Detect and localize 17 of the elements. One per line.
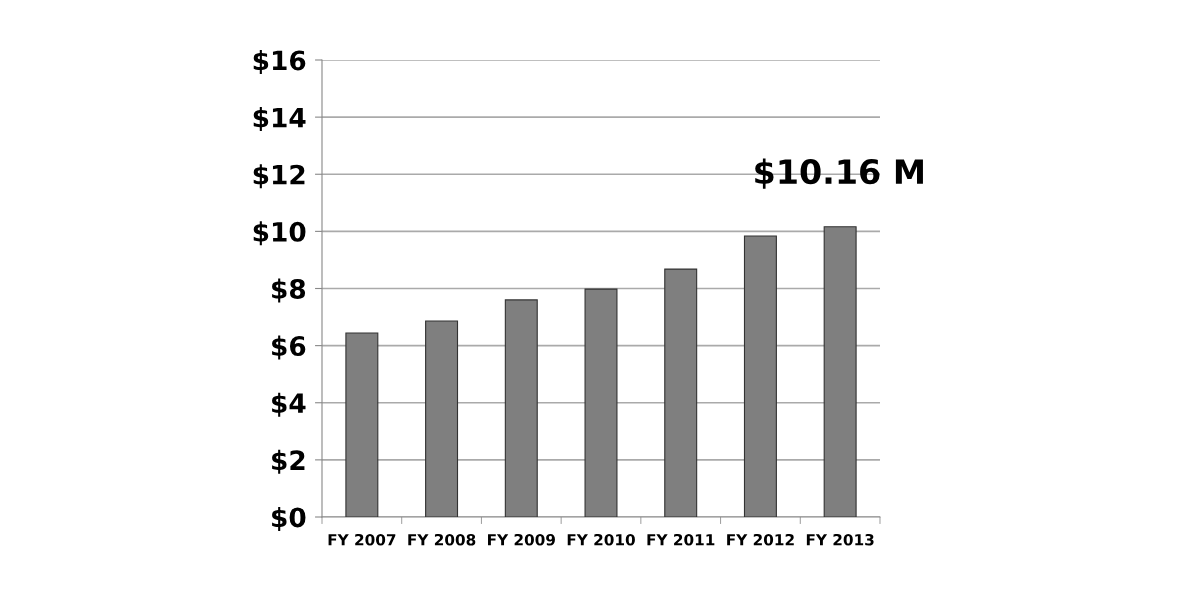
y-tick-label: $4 xyxy=(272,392,306,417)
y-tick-label: $0 xyxy=(272,506,306,531)
annotation: $10.16 M xyxy=(755,158,923,189)
x-tick-label: FY 2009 xyxy=(488,533,555,546)
x-tick-label: FY 2011 xyxy=(647,533,715,546)
y-tick-label: $6 xyxy=(272,335,306,360)
x-tick-label: FY 2010 xyxy=(567,533,635,546)
x-tick-label: FY 2013 xyxy=(806,533,874,546)
y-tick-label: $8 xyxy=(272,278,306,303)
y-tick-label: $2 xyxy=(272,449,305,474)
x-tick-label: FY 2012 xyxy=(727,533,794,546)
y-tick-label: $12 xyxy=(253,164,305,189)
x-tick-label: FY 2008 xyxy=(408,533,476,546)
x-tick-label: FY 2007 xyxy=(328,533,396,546)
y-tick-label: $10 xyxy=(253,221,306,246)
y-tick-label: $16 xyxy=(253,49,306,74)
y-tick-label: $14 xyxy=(253,107,306,132)
